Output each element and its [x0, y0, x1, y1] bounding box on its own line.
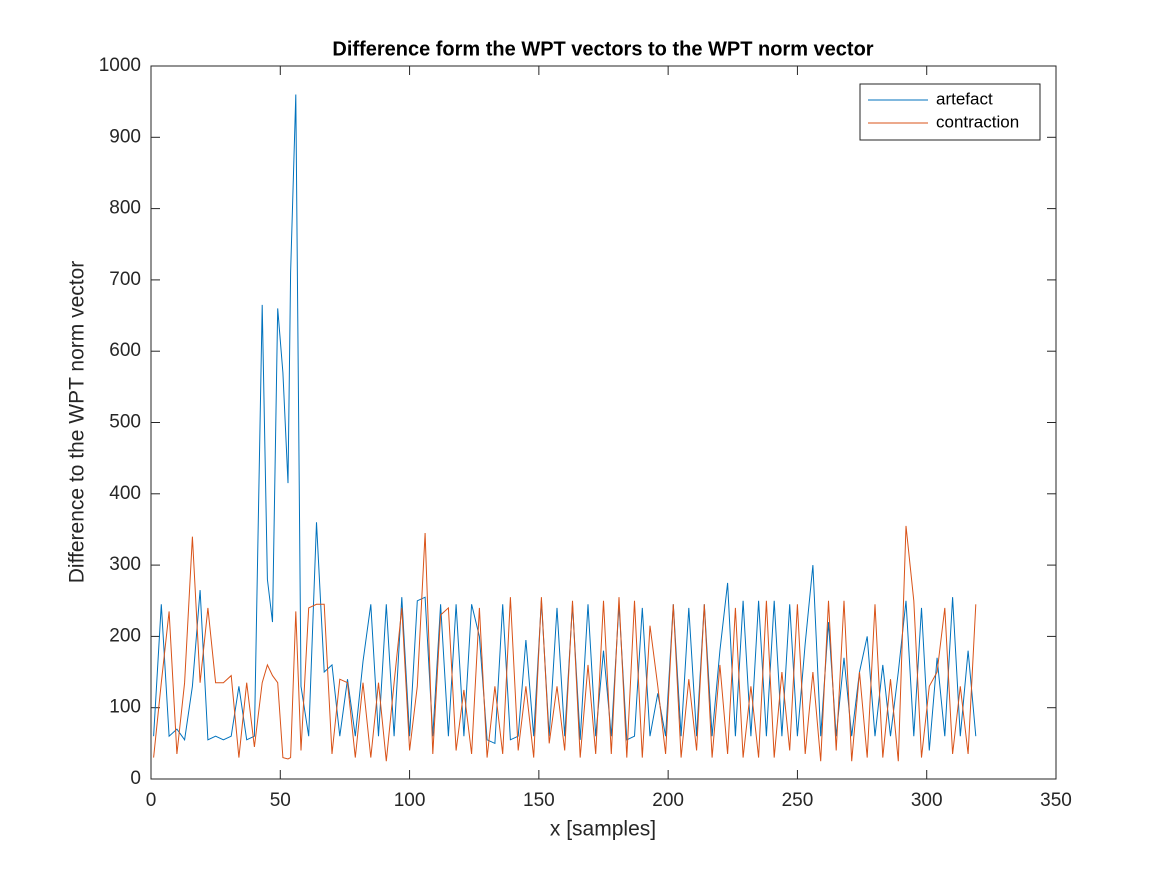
y-tick-label: 100	[109, 697, 141, 718]
y-tick-label: 400	[109, 483, 141, 504]
y-tick-label: 600	[109, 340, 141, 361]
x-tick-label: 0	[146, 790, 157, 811]
x-axis-label: x [samples]	[550, 818, 656, 841]
y-tick-label: 0	[130, 768, 141, 789]
x-tick-label: 150	[523, 790, 555, 811]
x-tick-label: 350	[1040, 790, 1072, 811]
plot-frame	[150, 65, 1057, 780]
y-tick-label: 500	[109, 412, 141, 433]
y-tick-label: 300	[109, 554, 141, 575]
y-tick-label: 200	[109, 625, 141, 646]
x-tick-label: 250	[782, 790, 814, 811]
y-tick-label: 1000	[99, 55, 141, 76]
legend-box	[859, 83, 1041, 141]
legend-label: contraction	[936, 112, 1019, 131]
chart-title: Difference form the WPT vectors to the W…	[332, 38, 873, 60]
x-tick-label: 300	[911, 790, 943, 811]
series-line	[153, 525, 977, 762]
y-axis-label: Difference to the WPT norm vector	[66, 261, 89, 584]
legend-label: artefact	[936, 89, 993, 108]
y-tick-label: 900	[109, 126, 141, 147]
y-tick-label: 700	[109, 269, 141, 290]
x-tick-label: 100	[394, 790, 426, 811]
x-tick-label: 200	[652, 790, 684, 811]
y-tick-label: 800	[109, 198, 141, 219]
x-tick-label: 50	[270, 790, 291, 811]
